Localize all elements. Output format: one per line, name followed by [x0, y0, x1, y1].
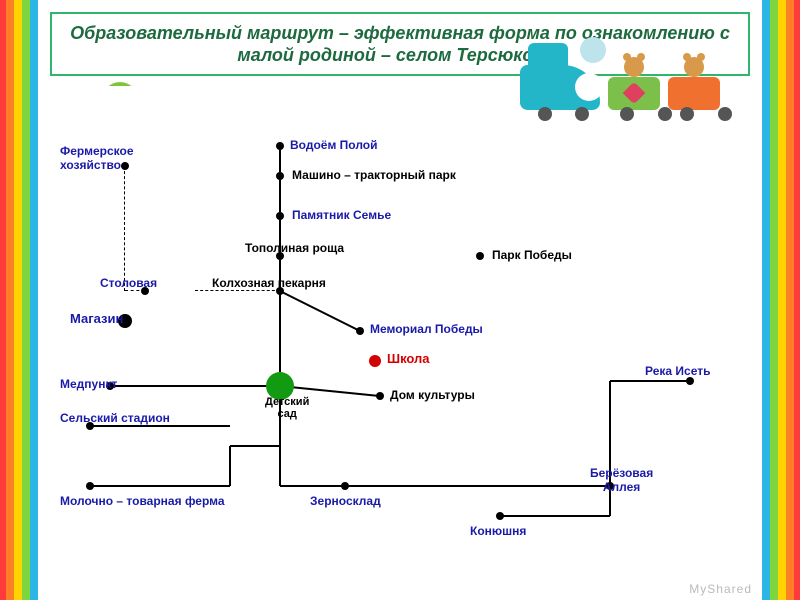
slide: Образовательный маршрут – эффективная фо… — [0, 0, 800, 600]
node-pond — [276, 142, 284, 150]
label-zerno: Зерносклад — [310, 494, 381, 508]
label-domkult: Дом культуры — [390, 388, 475, 402]
node-parkpobedy — [476, 252, 484, 260]
label-farm: Фермерское хозяйство — [60, 144, 134, 172]
diagram-canvas: Фермерское хозяйство Водоём Полой Машино –… — [50, 86, 750, 586]
label-dairy: Молочно – товарная ферма — [60, 494, 225, 508]
node-memorial — [356, 327, 364, 335]
label-alley: Берёзовая Аллея — [590, 466, 653, 494]
label-stolovaya: Столовая — [100, 276, 157, 290]
label-pond: Водоём Полой — [290, 138, 378, 152]
watermark: MyShared — [689, 582, 752, 596]
node-monument — [276, 212, 284, 220]
label-stadium: Сельский стадион — [60, 411, 170, 425]
node-mtpark — [276, 172, 284, 180]
node-iset — [686, 377, 694, 385]
label-monument: Памятник Семье — [292, 208, 391, 222]
node-konush — [496, 512, 504, 520]
label-parkpobedy: Парк Победы — [492, 248, 572, 262]
label-medpunkt: Медпункт — [60, 377, 117, 391]
label-detsad: Детский сад — [265, 396, 309, 420]
label-grove: Тополиная роща — [245, 241, 344, 255]
label-memorial: Мемориал Победы — [370, 322, 483, 336]
label-iset: Река Исеть — [645, 364, 710, 378]
node-school — [369, 355, 381, 367]
train-illustration — [520, 35, 730, 125]
node-dairy — [86, 482, 94, 490]
label-mtpark: Машино – тракторный парк — [292, 168, 456, 182]
label-konush: Конюшня — [470, 524, 526, 538]
label-school: Школа — [387, 351, 430, 366]
label-shop: Магазин — [70, 311, 123, 326]
node-zerno — [341, 482, 349, 490]
node-domkult — [376, 392, 384, 400]
label-bakery: Колхозная пекарня — [212, 276, 326, 290]
